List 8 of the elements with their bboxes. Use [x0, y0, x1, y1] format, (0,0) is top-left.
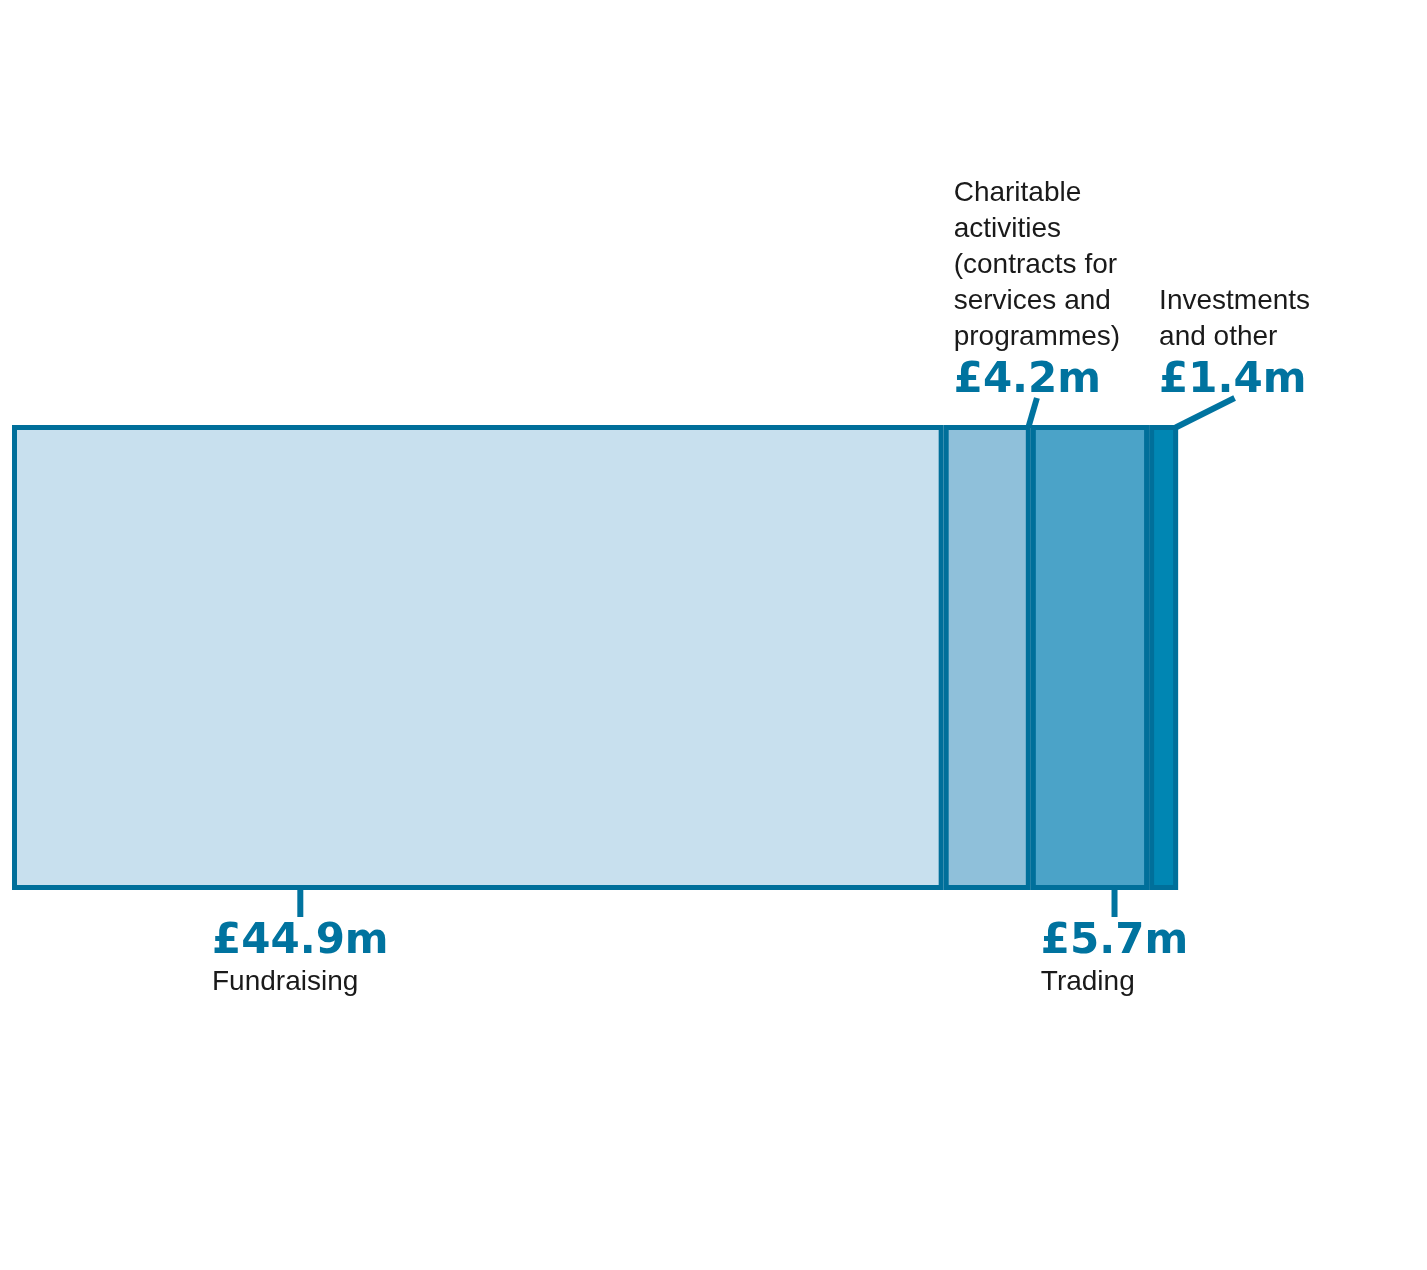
data-label: £1.4m [1159, 352, 1307, 402]
text: Fundraising [212, 964, 359, 996]
data-label: £44.9m [212, 913, 389, 963]
text: Investments and other [1159, 283, 1311, 351]
data-label: £4.2m [953, 352, 1102, 402]
text: Charitable activities (contracts for services and programmes) [953, 175, 1121, 351]
data-label: £5.7m [1040, 913, 1189, 963]
text: Trading [1040, 964, 1135, 996]
